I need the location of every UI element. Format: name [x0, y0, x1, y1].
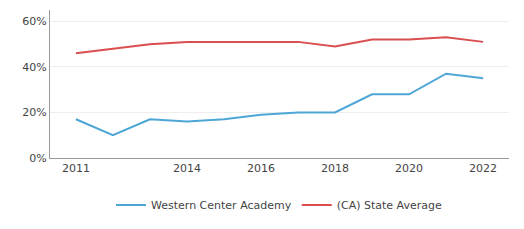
svg-text:2022: 2022 — [469, 162, 497, 175]
svg-text:2011: 2011 — [62, 162, 90, 175]
svg-text:2016: 2016 — [247, 162, 275, 175]
svg-text:(CA) State Average: (CA) State Average — [337, 199, 442, 212]
svg-text:0%: 0% — [29, 152, 46, 165]
svg-text:2014: 2014 — [173, 162, 201, 175]
svg-text:2018: 2018 — [321, 162, 349, 175]
svg-text:40%: 40% — [22, 61, 46, 74]
svg-text:60%: 60% — [22, 15, 46, 28]
svg-text:2020: 2020 — [395, 162, 423, 175]
svg-text:Western Center Academy: Western Center Academy — [151, 199, 292, 212]
svg-text:20%: 20% — [22, 106, 46, 119]
